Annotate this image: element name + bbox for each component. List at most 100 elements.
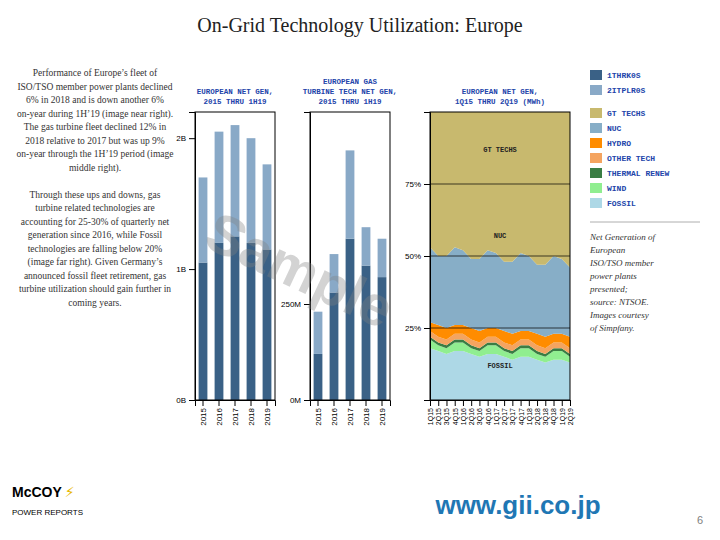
y-tick-label: 1B [176,265,186,274]
text-line: Images courtesy [589,310,649,320]
page: On-Grid Technology Utilization: Europe Pe… [0,0,720,540]
x-tick: 3Q15 [443,400,451,425]
text-line: power plants [589,271,637,281]
x-tick-mark [251,400,252,406]
x-tick: 2018 [247,400,256,426]
x-tick-label: 4Q18 [550,408,558,425]
chart-title: EUROPEAN GASTURBINE TECH NET GEN,2015 TH… [303,78,398,106]
x-tick-label: 2018 [362,407,371,425]
legend-swatch [590,70,602,80]
y-tick-mark [189,138,195,139]
y-tick: 50% [405,252,430,261]
y-tick: 0B [176,396,195,405]
x-tick-label: 2017 [231,407,240,425]
bar [362,227,371,265]
y-tick: 25% [405,324,430,333]
x-tick-mark [350,400,351,406]
y-tick-label: 0M [290,396,301,405]
x-tick-mark [496,400,497,406]
x-tick-label: 2017 [346,407,355,425]
bar [314,312,323,354]
x-tick-label: 2019 [263,407,272,425]
legend-swatch [590,153,602,163]
page-title: On-Grid Technology Utilization: Europe [197,14,523,37]
x-tick-mark [529,400,530,406]
x-tick-label: 3Q18 [542,408,550,425]
y-tick-mark [189,269,195,270]
x-tick-mark [521,400,522,406]
x-tick-mark [562,400,563,406]
x-tick-mark [382,400,383,406]
annotation: FOSSIL [487,362,512,370]
text-line: EUROPEAN GAS [323,78,378,86]
x-tick-mark [488,400,489,406]
legend-label: HYDRO [607,139,631,148]
legend-label: 1THRK0S [607,71,641,80]
y-axis: 25%50%75% [405,113,431,401]
x-tick-label: 2016 [330,407,339,425]
x-tick-label: 1Q16 [460,408,468,425]
legend-swatch [590,123,602,133]
x-tick-mark [463,400,464,406]
x-tick-label: 2015 [199,407,208,425]
x-tick-mark [479,400,480,406]
chart: 25%50%75%1Q152Q153Q154Q151Q162Q163Q164Q1… [405,88,575,425]
text-line: middle right). [69,163,121,174]
x-tick-label: 4Q17 [518,408,526,425]
x-tick-label: 3Q15 [443,408,451,425]
text-line: on-year during 1H’19 (image near right). [17,109,173,120]
legend-swatch [590,108,602,118]
x-tick-mark [318,400,319,406]
x-tick: 1Q16 [460,400,468,425]
text-line: Performance of Europe’s fleet of [33,68,158,78]
legend-label: FOSSIL [607,199,636,208]
x-tick: 2Q19 [567,400,575,425]
x-tick-mark [334,400,335,406]
text-line: TURBINE TECH NET GEN, [303,88,398,96]
x-tick-label: 2Q17 [501,408,509,425]
text-line: turbine utilization should gain further … [19,284,171,294]
y-tick-mark [424,256,430,257]
x-tick-label: 3Q16 [476,408,484,425]
y-tick-label: 2B [176,134,186,143]
text-line: turbine related technologies are [35,203,155,213]
x-tick-mark [504,400,505,406]
x-tick-label: 2015 [314,407,323,425]
x-tick: 4Q15 [452,400,460,425]
x-tick-mark [430,400,431,406]
y-axis-line [189,113,196,401]
watermark: Sample [196,199,403,340]
text-line: coming years. [68,298,121,308]
text-line: presented; [589,284,628,294]
text-line: EUROPEAN NET GEN, [197,88,274,96]
x-tick-mark [267,400,268,406]
text-line: 2015 THRU 1H19 [203,98,267,106]
x-tick: 1Q18 [526,400,534,425]
x-tick: 2017 [231,400,240,426]
legend-label: GT TECHS [607,109,646,118]
text-line: The gas turbine fleet declined 12% in [24,122,167,132]
plot-area [430,112,570,400]
x-tick: 3Q16 [476,400,484,425]
x-tick-label: 2019 [378,407,387,425]
x-tick: 2Q16 [468,400,476,425]
x-tick-label: 1Q19 [559,408,567,425]
legend-swatch [590,198,602,208]
y-axis: 0B 1B 2B [176,113,195,406]
x-tick-mark [512,400,513,406]
y-tick-mark [424,184,430,185]
text-line: of Simpfany. [590,323,635,333]
x-tick-label: 1Q18 [526,408,534,425]
x-tick: 2019 [378,400,387,426]
x-tick-label: 4Q15 [452,408,460,425]
y-tick: 1B [176,265,195,274]
x-tick: 2Q17 [501,400,509,425]
x-tick-label: 2Q15 [435,408,443,425]
x-axis-line [431,401,571,407]
y-tick-label: 25% [405,324,421,333]
legend-swatch [590,168,602,178]
legend: 1THRK0S2ITPLR0SGT TECHSNUCHYDROOTHER TEC… [590,70,700,222]
y-tick-mark [304,400,310,401]
text-line: announced fossil fleet retirement, gas [24,271,166,281]
page-number: 6 [697,514,703,526]
